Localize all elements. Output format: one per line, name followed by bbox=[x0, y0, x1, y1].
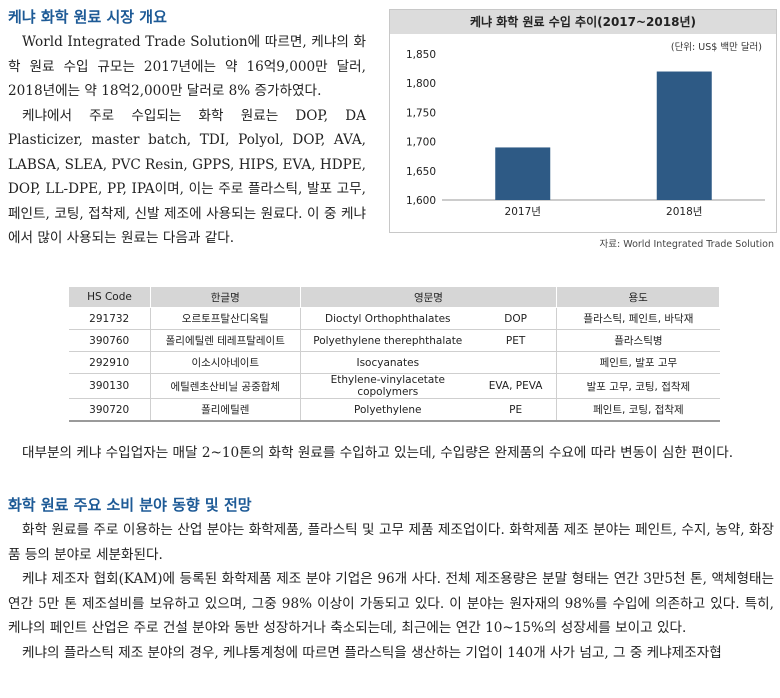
table-row: 390720 폴리에틸렌 Polyethylene PE 페인트, 코팅, 접착… bbox=[68, 398, 720, 422]
usage-cell: 페인트, 코팅, 접착제 bbox=[556, 398, 720, 422]
korean-name-cell: 이소시아네이트 bbox=[149, 351, 301, 374]
bar bbox=[495, 147, 551, 200]
table-header-row: HS Code 한글명 영문명 용도 bbox=[68, 286, 720, 308]
hs-code-cell: 292910 bbox=[68, 351, 151, 374]
hs-code-table: HS Code 한글명 영문명 용도 291732 오르토프탈산디옥틸 Dioc… bbox=[68, 286, 720, 422]
import-volume-text: 대부분의 케냐 수입업자는 매달 2~10톤의 화학 원료를 수입하고 있는데,… bbox=[8, 441, 774, 466]
x-tick-label: 2017년 bbox=[505, 206, 541, 218]
korean-name-cell: 폴리에틸렌 테레프탈레이트 bbox=[149, 329, 301, 352]
overview-paragraph: World Integrated Trade Solution에 따르면, 케냐… bbox=[8, 34, 366, 99]
y-tick-label: 1,650 bbox=[406, 166, 436, 178]
y-tick-label: 1,700 bbox=[406, 137, 436, 149]
english-name-cell: Ethylene-vinylacetate copolymers bbox=[299, 373, 475, 399]
chart-plot: (단위: US$ 백만 달러) 1,600 1,650 1,700 1,750 1,800… bbox=[406, 41, 765, 218]
hs-code-cell: 291732 bbox=[68, 307, 151, 330]
english-name-cell: Dioctyl Orthophthalates bbox=[299, 307, 475, 330]
korean-name-cell: 폴리에틸렌 bbox=[149, 398, 301, 422]
chart-title: 케냐 화학 원료 수입 추이(2017~2018년) bbox=[390, 10, 776, 34]
overview-paragraph: 케냐에서 주로 수입되는 화학 원료는 DOP, DA Plasticizer,… bbox=[8, 107, 366, 247]
hs-code-cell: 390130 bbox=[68, 373, 151, 399]
y-tick-label: 1,600 bbox=[406, 195, 436, 207]
consumption-paragraph: 케냐 제조자 협회(KAM)에 등록된 화학제품 제조 분야 기업은 96개 사… bbox=[8, 571, 774, 636]
x-tick-label: 2018년 bbox=[666, 206, 702, 218]
chart-unit-label: (단위: US$ 백만 달러) bbox=[671, 41, 762, 53]
table-row: 292910 이소시아네이트 Isocyanates 페인트, 발포 고무 bbox=[68, 351, 720, 374]
y-tick-label: 1,800 bbox=[406, 78, 436, 90]
consumption-text: 화학 원료를 주로 이용하는 산업 분야는 화학제품, 플라스틱 및 고무 제품… bbox=[8, 518, 774, 665]
import-volume-paragraph: 대부분의 케냐 수입업자는 매달 2~10톤의 화학 원료를 수입하고 있는데,… bbox=[22, 445, 734, 461]
abbreviation-cell bbox=[474, 351, 557, 374]
usage-cell: 발포 고무, 코팅, 접착제 bbox=[556, 373, 720, 399]
section-title: 화학 원료 주요 소비 분야 동향 및 전망 bbox=[8, 496, 252, 514]
chart-source: 자료: World Integrated Trade Solution bbox=[599, 239, 774, 250]
english-name-cell: Polyethylene bbox=[299, 398, 475, 422]
table-row: 291732 오르토프탈산디옥틸 Dioctyl Orthophthalates… bbox=[68, 307, 720, 330]
abbreviation-cell: PE bbox=[474, 398, 557, 422]
english-name-cell: Isocyanates bbox=[299, 351, 475, 374]
overview-text: World Integrated Trade Solution에 따르면, 케냐… bbox=[8, 30, 366, 251]
abbreviation-cell: PET bbox=[474, 329, 557, 352]
english-name-cell: Polyethylene therephthalate bbox=[299, 329, 475, 352]
abbreviation-cell: EVA, PEVA bbox=[474, 373, 557, 399]
consumption-paragraph: 화학 원료를 주로 이용하는 산업 분야는 화학제품, 플라스틱 및 고무 제품… bbox=[8, 522, 774, 563]
korean-name-cell: 에틸렌초산비닐 공중합체 bbox=[149, 373, 301, 399]
hs-code-cell: 390760 bbox=[68, 329, 151, 352]
header-hs-code: HS Code bbox=[68, 286, 151, 308]
header-english-name: 영문명 bbox=[299, 286, 558, 308]
bar bbox=[656, 71, 712, 200]
consumption-paragraph: 케냐의 플라스틱 제조 분야의 경우, 케냐통계청에 따르면 플라스틱을 생산하… bbox=[22, 644, 722, 661]
header-korean-name: 한글명 bbox=[149, 286, 301, 308]
y-tick-label: 1,850 bbox=[406, 49, 436, 61]
section-title: 케냐 화학 원료 시장 개요 bbox=[8, 8, 167, 26]
korean-name-cell: 오르토프탈산디옥틸 bbox=[149, 307, 301, 330]
usage-cell: 플라스틱병 bbox=[556, 329, 720, 352]
y-tick-label: 1,750 bbox=[406, 107, 436, 119]
abbreviation-cell: DOP bbox=[474, 307, 557, 330]
import-trend-chart: 케냐 화학 원료 수입 추이(2017~2018년) (단위: US$ 백만 달… bbox=[389, 9, 777, 233]
table-row: 390130 에틸렌초산비닐 공중합체 Ethylene-vinylacetat… bbox=[68, 373, 720, 399]
usage-cell: 페인트, 발포 고무 bbox=[556, 351, 720, 374]
header-usage: 용도 bbox=[556, 286, 720, 308]
usage-cell: 플라스틱, 페인트, 바닥재 bbox=[556, 307, 720, 330]
hs-code-cell: 390720 bbox=[68, 398, 151, 422]
table-row: 390760 폴리에틸렌 테레프탈레이트 Polyethylene therep… bbox=[68, 329, 720, 352]
